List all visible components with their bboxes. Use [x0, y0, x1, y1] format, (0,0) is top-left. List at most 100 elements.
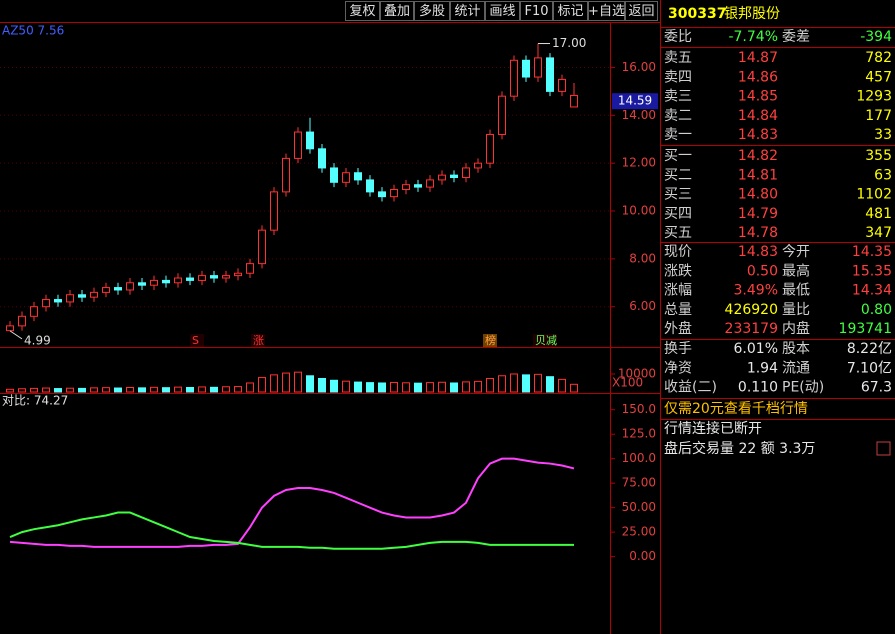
toolbar-button[interactable]: [414, 1, 450, 21]
volume-bar: [186, 386, 194, 393]
quote-value: 67.3: [861, 380, 892, 396]
quote-value: 3.49%: [734, 283, 778, 299]
y-tick-label: 75.00: [622, 476, 656, 490]
quote-value: 193741: [839, 321, 892, 337]
volume-bar: [222, 386, 230, 393]
event-marker: 涨: [253, 334, 264, 347]
candle-body: [498, 95, 506, 135]
toolbar-label[interactable]: 返回: [628, 4, 654, 19]
y-tick-label: 8.00: [629, 251, 656, 265]
volume-bar: [390, 381, 398, 393]
quote-label: 涨跌: [664, 263, 692, 279]
candle-body: [186, 277, 194, 281]
book-price: 14.79: [738, 206, 778, 222]
panel-icon[interactable]: [876, 441, 891, 456]
toolbar-label[interactable]: 复权: [349, 3, 375, 19]
y-tick-label: 50.00: [622, 500, 656, 514]
unit-label: X100: [612, 376, 643, 390]
stock-name: 银邦股份: [724, 6, 780, 22]
candle-body: [102, 287, 110, 293]
quote-value: 15.35: [852, 263, 892, 279]
y-tick-label: 100.0: [622, 451, 656, 465]
toolbar-label[interactable]: +自选: [588, 4, 625, 19]
candle-body: [54, 299, 62, 303]
book-volume: 347: [865, 225, 892, 241]
book-price: 14.82: [738, 148, 778, 164]
volume-bar: [462, 381, 470, 393]
candle-body: [474, 162, 482, 169]
candle-body: [78, 294, 86, 298]
y-tick-label: 10.00: [622, 204, 656, 218]
candle-body: [90, 291, 98, 298]
volume-bar: [234, 386, 242, 393]
banner[interactable]: 仅需20元查看千档行情: [664, 401, 808, 417]
volume-bar: [150, 386, 158, 393]
volume-bar: [90, 387, 98, 393]
toolbar-button[interactable]: [520, 1, 553, 21]
volume-bar: [42, 387, 50, 393]
quote-label: 量比: [782, 302, 810, 318]
quote-label: 委差: [782, 29, 810, 45]
book-label: 买二: [664, 167, 692, 183]
candle-body: [402, 184, 410, 190]
quote-value: 14.34: [852, 283, 892, 299]
low-pointer: [9, 330, 23, 340]
volume-bar: [18, 388, 26, 393]
candle-body: [366, 179, 374, 193]
quote-value: 14.83: [738, 244, 778, 260]
toolbar-label[interactable]: 统计: [454, 4, 480, 19]
event-marker: 榜: [485, 333, 496, 347]
candle-body: [234, 272, 242, 277]
volume-bar: [402, 382, 410, 393]
candle-body: [6, 325, 14, 332]
candle-body: [318, 148, 326, 169]
toolbar-button[interactable]: [625, 1, 658, 21]
volume-bar: [342, 380, 350, 393]
book-label: 卖三: [664, 89, 692, 105]
candle-body: [510, 59, 518, 97]
toolbar-button[interactable]: [380, 1, 414, 21]
volume-bar: [414, 382, 422, 393]
book-volume: 457: [865, 69, 892, 85]
banner: 行情连接已断开: [664, 420, 762, 437]
volume-bar: [354, 381, 362, 393]
toolbar-label[interactable]: F10: [524, 4, 548, 19]
volume-bar: [210, 386, 218, 393]
toolbar-button[interactable]: [485, 1, 520, 21]
volume-bar: [246, 382, 254, 393]
candle-body: [210, 275, 218, 279]
toolbar-label[interactable]: 叠加: [384, 4, 410, 19]
toolbar-button[interactable]: [553, 1, 588, 21]
volume-bar: [306, 375, 314, 393]
quote-label: 流通: [782, 360, 810, 376]
toolbar-label[interactable]: 画线: [489, 4, 515, 19]
quote-value: 1.94: [747, 360, 778, 376]
book-volume: 355: [865, 148, 892, 164]
y-tick-label: 12.00: [622, 156, 656, 170]
candle-body: [534, 57, 542, 78]
toolbar-label[interactable]: 多股: [419, 3, 445, 19]
indicator-label: 对比: 74.27: [2, 394, 68, 408]
book-label: 卖五: [664, 50, 692, 66]
book-price: 14.78: [738, 225, 778, 241]
quote-value: 7.10亿: [847, 360, 892, 376]
toolbar-label[interactable]: 标记: [557, 4, 583, 19]
book-label: 买三: [664, 187, 692, 203]
current-price-tag: [612, 93, 658, 110]
stock-code: 300337: [668, 6, 726, 22]
volume-bar: [270, 374, 278, 393]
book-price: 14.81: [738, 167, 778, 183]
volume-bar: [546, 376, 554, 393]
candle-body: [306, 131, 314, 150]
toolbar-button[interactable]: [588, 1, 625, 21]
candle-body: [258, 229, 266, 265]
candle-body: [450, 174, 458, 179]
toolbar-button[interactable]: [345, 1, 380, 21]
toolbar-button[interactable]: [450, 1, 485, 21]
book-label: 买五: [664, 225, 692, 241]
book-price: 14.87: [738, 50, 778, 66]
candle-body: [114, 287, 122, 291]
candle-body: [522, 59, 530, 78]
